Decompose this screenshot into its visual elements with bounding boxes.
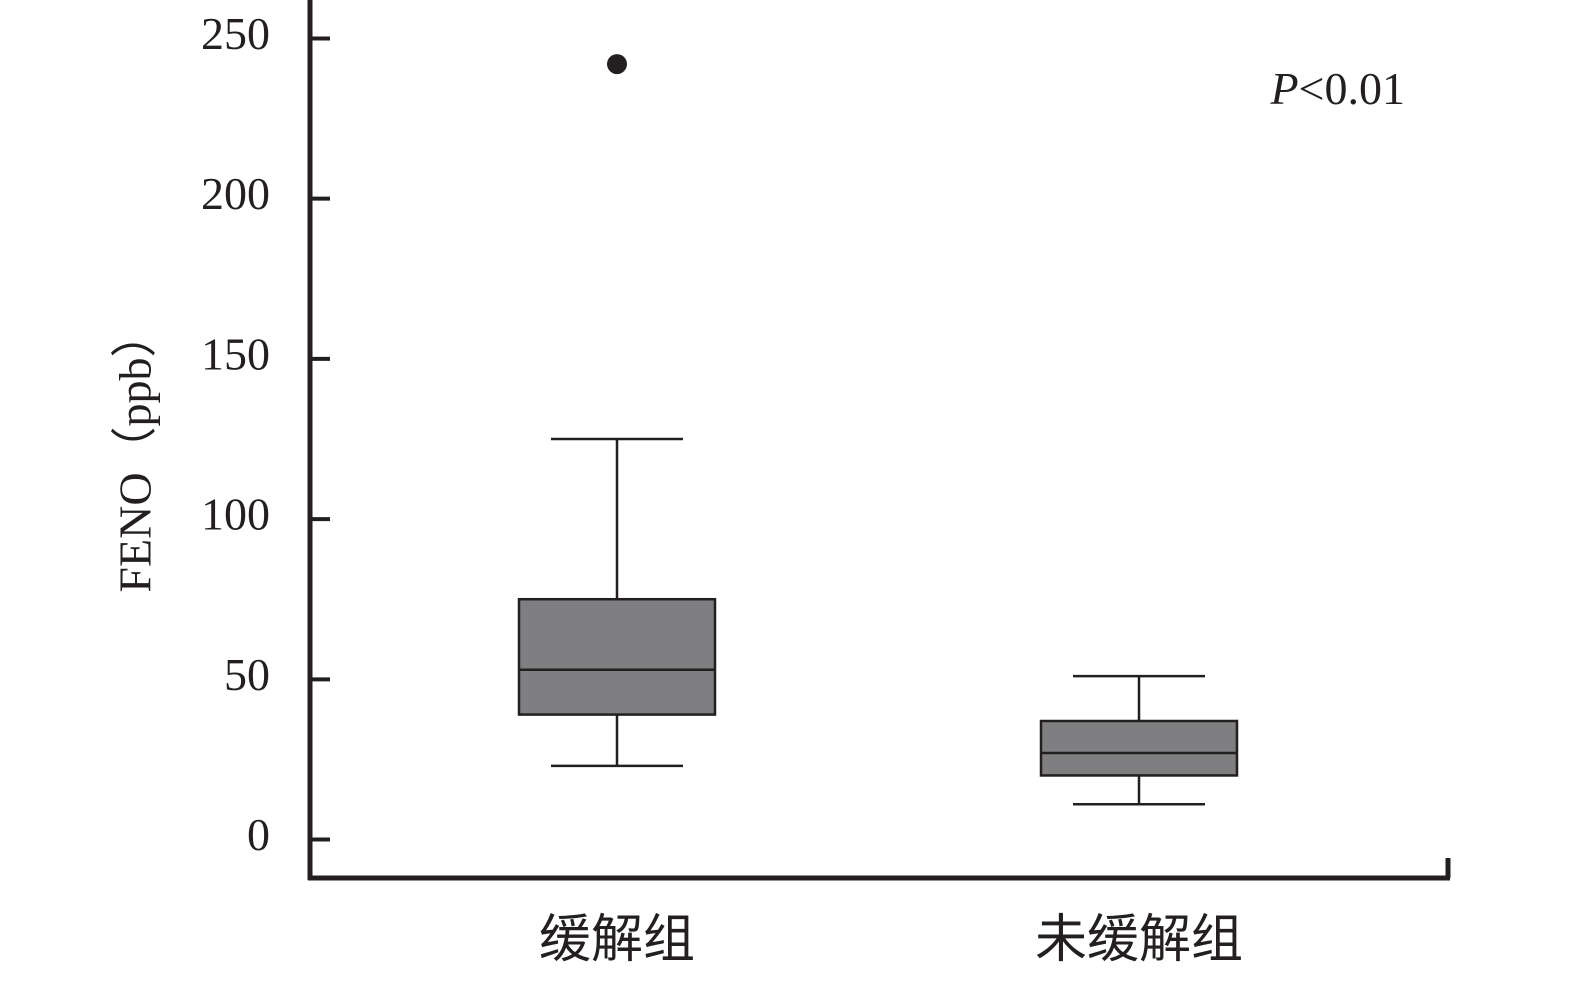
x-tick-label: 缓解组 [539,912,695,969]
outlier [607,54,627,75]
y-tick-label: 150 [201,328,270,379]
annotation: P<0.01 [1269,63,1405,114]
box [1039,719,1239,777]
y-tick-label: 200 [201,168,270,219]
y-tick-label: 250 [201,8,270,59]
box [517,597,717,716]
y-axis-label: FENO（ppb） [110,311,161,592]
annotation-italic: P [1269,63,1298,114]
annotation-text: <0.01 [1299,63,1405,114]
y-tick-label: 100 [201,489,270,540]
y-tick-label: 0 [247,809,270,860]
y-tick-label: 50 [224,649,270,700]
x-tick-label: 未缓解组 [1035,912,1243,969]
